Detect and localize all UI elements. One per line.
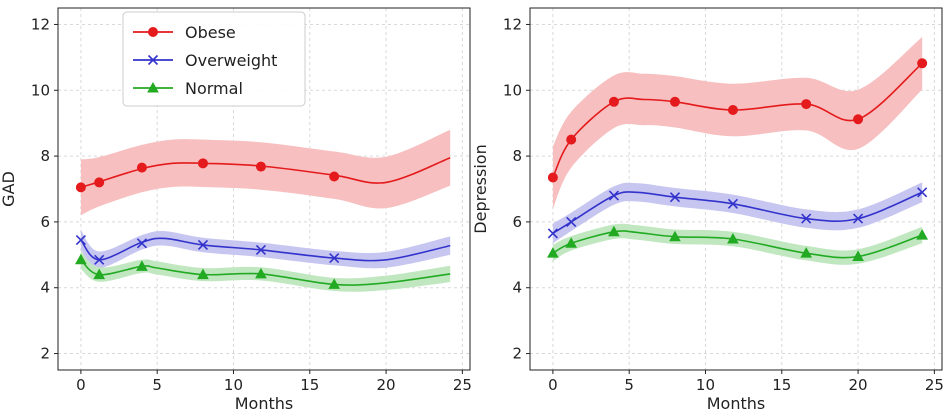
data-point [727, 198, 739, 209]
x-tick-label: 20 [849, 376, 868, 394]
data-point [93, 268, 106, 280]
data-point [801, 99, 812, 110]
data-point [669, 96, 680, 107]
confidence-band [80, 129, 451, 216]
data-point [669, 230, 681, 242]
depression-chart: 0 5 10 15 20 25 2 4 6 8 10 12 Months Depression [471, 7, 944, 413]
data-point [136, 162, 147, 173]
data-point [852, 250, 864, 261]
data-point [916, 229, 929, 240]
confidence-band [552, 223, 923, 265]
data-point [669, 192, 681, 203]
data-point [75, 234, 86, 246]
data-point [255, 267, 267, 279]
gad-chart: 0 5 10 15 20 25 2 4 6 8 10 12 Months GAD Obese Overweig… [0, 7, 472, 413]
legend-marker [147, 81, 159, 93]
confidence-band [80, 250, 451, 292]
data-point [566, 134, 577, 145]
data-point [136, 238, 147, 249]
data-point [801, 213, 812, 224]
confidence-band [552, 182, 923, 244]
y-tick-label: 10 [503, 81, 522, 99]
data-point [255, 161, 266, 172]
y-tick-label: 8 [512, 147, 522, 165]
legend-label: Overweight [185, 51, 277, 70]
series-line [552, 62, 923, 178]
data-point [727, 105, 738, 116]
data-point [727, 232, 739, 244]
data-point [255, 244, 267, 255]
plot-frame [529, 7, 943, 371]
x-tick-label: 25 [453, 376, 472, 394]
x-tick-label: 0 [76, 376, 86, 394]
legend-marker [147, 54, 159, 66]
data-point [136, 260, 148, 271]
x-axis-label: Months [235, 394, 293, 413]
confidence-band [552, 37, 923, 209]
data-point [917, 187, 928, 198]
data-point [853, 213, 864, 224]
data-point [565, 237, 578, 248]
x-tick-label: 15 [300, 376, 319, 394]
x-tick-label: 25 [925, 376, 944, 394]
data-point [329, 171, 340, 182]
x-tick-label: 5 [152, 376, 162, 394]
y-tick-label: 12 [31, 15, 50, 33]
data-point [917, 58, 928, 69]
x-tick-label: 15 [772, 376, 791, 394]
y-tick-label: 2 [40, 345, 50, 363]
y-axis-label: Depression [471, 144, 490, 233]
data-point [75, 182, 86, 193]
x-tick-label: 10 [696, 376, 715, 394]
data-point [800, 247, 813, 258]
data-point [75, 253, 87, 265]
y-tick-label: 2 [512, 345, 522, 363]
y-tick-label: 12 [503, 15, 522, 33]
data-point [94, 254, 105, 265]
x-tick-label: 0 [548, 376, 558, 394]
y-tick-label: 4 [512, 279, 522, 297]
y-tick-label: 4 [40, 279, 50, 297]
data-point [329, 253, 340, 264]
data-point [608, 225, 620, 237]
y-tick-label: 10 [31, 81, 50, 99]
legend-label: Normal [185, 79, 243, 98]
y-tick-label: 6 [512, 213, 522, 231]
data-point [197, 158, 208, 169]
x-tick-label: 10 [224, 376, 243, 394]
data-point [547, 247, 559, 258]
data-point [328, 278, 341, 289]
legend-marker [148, 27, 158, 37]
x-tick-label: 20 [377, 376, 396, 394]
data-point [94, 177, 105, 188]
x-axis-label: Months [707, 394, 765, 413]
data-point [608, 190, 619, 201]
data-point [197, 239, 209, 251]
data-point [547, 228, 558, 239]
data-point [608, 96, 619, 107]
data-point [547, 172, 558, 183]
data-point [853, 114, 864, 125]
y-tick-label: 8 [40, 147, 50, 165]
data-point [197, 268, 209, 280]
x-tick-label: 5 [624, 376, 634, 394]
y-axis-label: GAD [0, 171, 18, 207]
plot-frame [57, 7, 471, 371]
y-tick-label: 6 [40, 213, 50, 231]
legend [122, 11, 306, 107]
legend-label: Obese [185, 23, 236, 42]
data-point [566, 216, 577, 227]
